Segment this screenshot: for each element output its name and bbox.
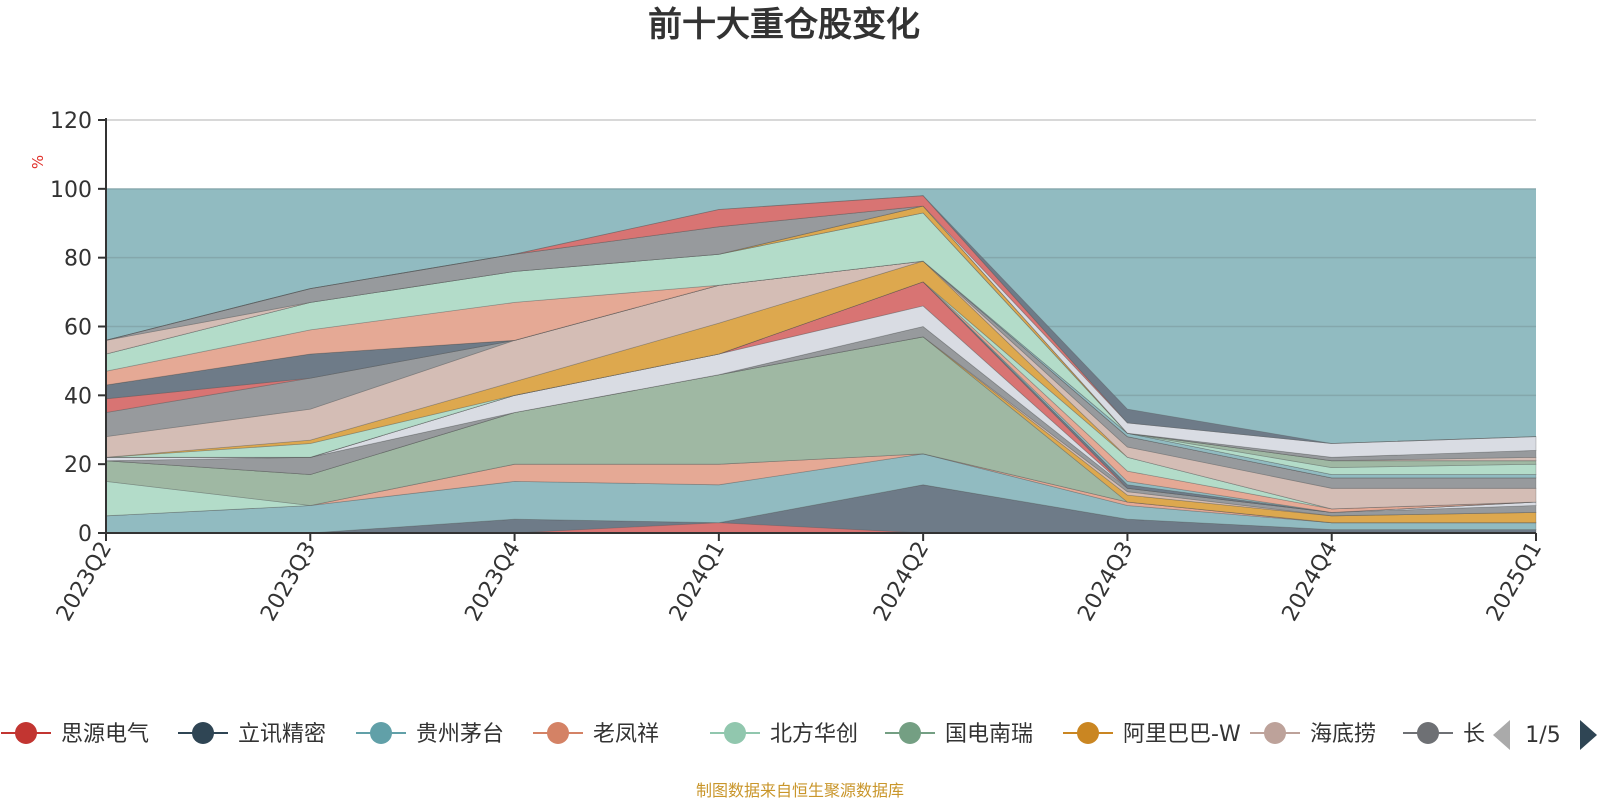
legend-item[interactable]: 立讯精密 [178,722,326,747]
legend-item[interactable]: 海底捞 [1250,722,1376,747]
y-tick-label: 40 [64,384,92,409]
legend-label: 阿里巴巴-W [1123,722,1241,747]
legend-item[interactable]: 思源电气 [1,722,149,747]
y-tick-label: 120 [50,109,92,134]
legend-pager: 1/5 [1493,720,1597,750]
area-band [105,260,1537,489]
legend-item[interactable]: 阿里巴巴-W [1063,722,1241,747]
area-band [105,260,1537,510]
legend-page-indicator: 1/5 [1525,723,1560,748]
y-tick-label: 0 [78,522,92,547]
data-source-note: 制图数据来自恒生聚源数据库 [696,781,904,800]
legend-item[interactable]: 贵州茅台 [356,722,504,747]
legend-item[interactable]: 长 [1403,722,1485,747]
legend-label: 立讯精密 [238,722,326,747]
legend-circle-icon [724,722,746,744]
legend-item[interactable]: 老凤祥 [533,722,659,747]
legend-circle-icon [192,722,214,744]
x-tick-label: 2023Q4 [460,538,525,626]
legend-label: 国电南瑞 [945,722,1033,747]
area-band [105,453,1537,534]
x-tick-label: 2023Q3 [256,538,321,626]
legend: 思源电气 立讯精密 贵州茅台 老凤祥 北方华创 国电南瑞 阿里巴巴-W 海底捞 长 [1,722,1485,747]
area-band [105,195,1537,444]
legend-label: 思源电气 [61,722,149,747]
legend-label: 长 [1463,722,1485,747]
x-tick-label: 2024Q4 [1278,538,1343,626]
legend-circle-icon [547,722,569,744]
legend-circle-icon [1077,722,1099,744]
legend-prev-page-icon[interactable] [1493,720,1510,750]
chart-title: 前十大重仓股变化 [648,5,920,45]
y-tick-label: 60 [64,316,92,341]
y-tick-label: 20 [64,453,92,478]
y-axis-unit: % [29,155,47,169]
legend-circle-icon [370,722,392,744]
legend-circle-icon [899,722,921,744]
x-tick-label: 2023Q2 [52,538,117,626]
legend-label: 老凤祥 [593,722,659,747]
x-tick-label: 2025Q1 [1482,538,1547,626]
y-tick-label: 80 [64,247,92,272]
legend-next-page-icon[interactable] [1580,720,1597,750]
legend-label: 贵州茅台 [416,722,504,747]
legend-label: 北方华创 [770,722,858,747]
legend-item[interactable]: 国电南瑞 [885,722,1033,747]
legend-circle-icon [1417,722,1439,744]
legend-item[interactable]: 北方华创 [710,722,858,747]
x-tick-label: 2024Q2 [869,538,934,626]
area-series-layer [105,195,1537,534]
legend-label: 海底捞 [1310,722,1376,747]
y-tick-label: 100 [50,178,92,203]
x-tick-label: 2024Q1 [665,538,730,626]
x-tick-label: 2024Q3 [1073,538,1138,626]
legend-circle-icon [15,722,37,744]
legend-circle-icon [1264,722,1286,744]
